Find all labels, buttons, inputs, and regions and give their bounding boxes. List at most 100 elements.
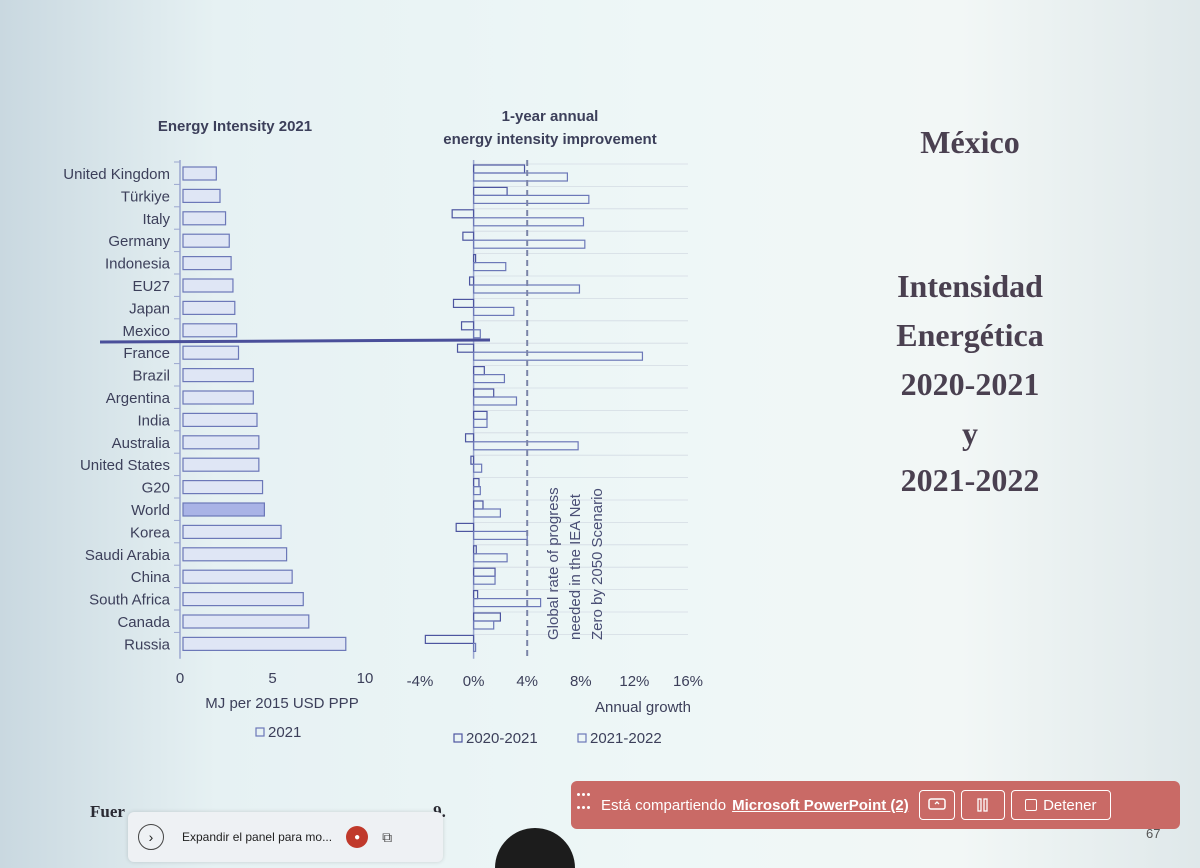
right-bar-2021-2022 xyxy=(473,239,586,249)
left-bar xyxy=(182,591,304,607)
right-bar-2021-2022 xyxy=(473,217,585,227)
left-category-label: Canada xyxy=(117,614,170,631)
right-bar-2020-2021 xyxy=(460,321,475,331)
right-tick-label: 8% xyxy=(570,673,592,690)
left-bar xyxy=(182,188,221,203)
left-bar xyxy=(182,368,254,383)
right-tick-label: 12% xyxy=(619,673,649,690)
right-bar-2021-2022 xyxy=(473,553,508,563)
right-bar-2021-2022 xyxy=(473,194,590,204)
left-bar xyxy=(182,300,236,315)
left-bar xyxy=(182,502,266,517)
right-bar-2020-2021 xyxy=(424,634,475,645)
left-category-label: United States xyxy=(80,457,170,474)
left-category-label: Argentina xyxy=(106,390,171,407)
left-x-axis-label: MJ per 2015 USD PPP xyxy=(205,695,358,712)
left-category-label: Australia xyxy=(112,435,171,452)
left-category-label: Brazil xyxy=(132,368,170,385)
stop-label: Detener xyxy=(1043,796,1097,814)
slide-title: México xyxy=(920,124,1020,160)
legend-label-2020-2021: 2020-2021 xyxy=(466,730,538,747)
left-bar xyxy=(182,233,230,248)
left-category-label: South Africa xyxy=(89,592,171,609)
record-icon[interactable]: ● xyxy=(346,826,369,848)
share-window-button[interactable] xyxy=(918,790,955,820)
left-category-label: United Kingdom xyxy=(63,166,170,183)
slide-subtitle-line5: 2021-2022 xyxy=(900,462,1040,498)
stop-icon xyxy=(1025,799,1038,811)
sharing-status-text: Está compartiendo xyxy=(601,796,727,814)
right-bar-2020-2021 xyxy=(473,567,496,577)
mexico-highlight-line xyxy=(99,338,491,344)
right-bar-2020-2021 xyxy=(462,231,475,241)
right-tick-label: -4% xyxy=(407,673,434,690)
right-bar-2020-2021 xyxy=(473,254,477,264)
right-bar-2020-2021 xyxy=(451,209,475,219)
left-category-label: India xyxy=(137,412,170,429)
right-bar-2021-2022 xyxy=(473,620,495,630)
right-bar-2020-2021 xyxy=(473,186,508,196)
left-category-label: Germany xyxy=(108,233,170,250)
left-category-label: EU27 xyxy=(132,278,170,295)
pause-icon xyxy=(977,798,988,812)
drag-handle-icon[interactable] xyxy=(577,793,591,817)
slide-subtitle-line3: 2020-2021 xyxy=(900,366,1040,402)
slide-subtitle-line1: Intensidad xyxy=(897,268,1043,304)
right-bar-2021-2022 xyxy=(473,508,502,518)
pause-button[interactable] xyxy=(960,790,1005,820)
legend-swatch-2021-2022 xyxy=(577,733,587,743)
right-tick-label: 16% xyxy=(673,673,703,690)
left-category-label: Türkiye xyxy=(121,188,170,205)
right-bar-2020-2021 xyxy=(456,343,475,353)
left-bar xyxy=(182,412,258,427)
window-switch-icon[interactable]: ⧉ xyxy=(382,828,393,845)
left-bar xyxy=(182,435,260,450)
right-x-axis-label: Annual growth xyxy=(595,699,691,716)
presenter-taskbar: › Expandir el panel para mo... ● ⧉ xyxy=(128,812,443,862)
right-bar-2020-2021 xyxy=(455,522,475,533)
left-category-label: China xyxy=(131,569,171,586)
right-bar-2021-2022 xyxy=(473,642,477,653)
screen-share-icon xyxy=(928,798,946,810)
left-category-label: Russia xyxy=(124,636,171,653)
right-bar-2020-2021 xyxy=(473,388,495,398)
left-category-label: Korea xyxy=(130,524,171,541)
right-bar-2021-2022 xyxy=(473,329,481,339)
left-bar xyxy=(182,345,240,360)
left-tick-label: 10 xyxy=(357,670,374,687)
stop-sharing-button[interactable]: Detener xyxy=(1010,790,1111,820)
page-number: 67 xyxy=(1146,826,1161,841)
left-bar xyxy=(182,480,264,495)
right-bar-2021-2022 xyxy=(473,530,528,541)
left-category-label: France xyxy=(123,345,170,362)
right-bar-2021-2022 xyxy=(473,396,518,406)
left-bar xyxy=(182,524,282,540)
left-bar xyxy=(182,278,234,293)
left-category-label: Japan xyxy=(129,300,170,317)
right-bar-2021-2022 xyxy=(473,575,496,585)
screen-share-bar[interactable]: Está compartiendo Microsoft PowerPoint (… xyxy=(571,781,1180,829)
legend-swatch-2020-2021 xyxy=(453,733,463,743)
left-category-label: G20 xyxy=(142,480,170,497)
right-bar-2021-2022 xyxy=(473,463,483,473)
left-bar xyxy=(182,323,238,338)
expand-panel-label[interactable]: Expandir el panel para mo... xyxy=(182,830,333,844)
left-bar xyxy=(182,211,227,226)
shared-app-link[interactable]: Microsoft PowerPoint (2) xyxy=(732,796,909,814)
left-bar xyxy=(182,636,347,652)
right-tick-label: 4% xyxy=(516,673,538,690)
expand-panel-button[interactable]: › xyxy=(138,824,164,850)
right-bar-2020-2021 xyxy=(452,298,475,308)
left-chart-title: Energy Intensity 2021 xyxy=(157,118,313,135)
left-bar xyxy=(182,569,293,584)
net-zero-annotation: Zero by 2050 Scenario xyxy=(589,488,606,640)
source-label: Fuer xyxy=(90,802,125,821)
right-bar-2021-2022 xyxy=(473,418,488,428)
left-category-label: Italy xyxy=(142,211,170,228)
right-bar-2020-2021 xyxy=(473,164,526,174)
right-tick-label: 0% xyxy=(463,673,485,690)
right-bar-2020-2021 xyxy=(470,455,475,465)
right-bar-2020-2021 xyxy=(473,478,480,488)
right-chart-title-line2: energy intensity improvement xyxy=(443,131,657,148)
right-bar-2020-2021 xyxy=(473,410,488,420)
